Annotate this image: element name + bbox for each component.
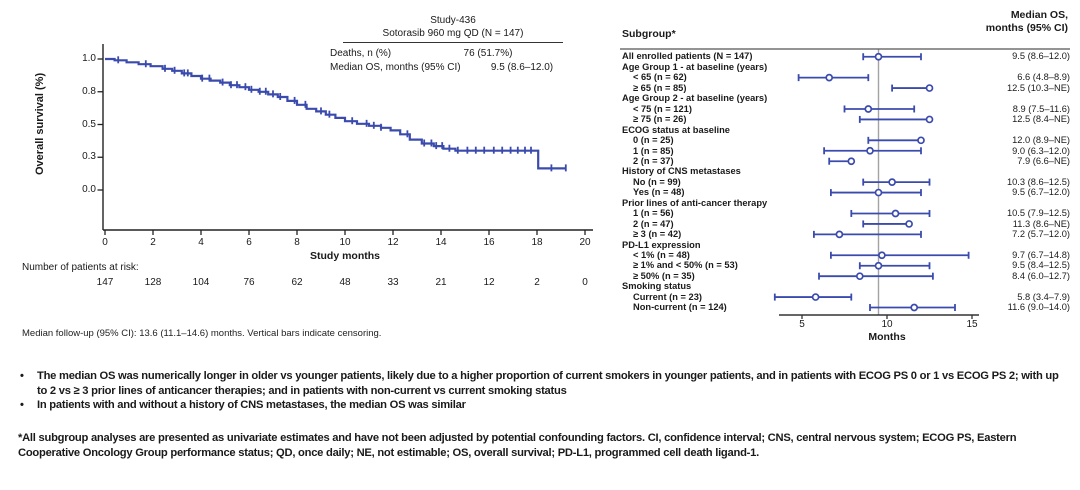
forest-median-marker	[910, 303, 919, 312]
forest-median-marker	[835, 230, 844, 239]
forest-median-marker	[925, 115, 934, 124]
forest-median-marker	[888, 178, 896, 186]
forest-median-marker	[878, 251, 886, 260]
forest-median-marker	[905, 220, 913, 228]
km-survival-curve	[105, 57, 566, 170]
forest-median-marker	[811, 293, 820, 301]
forest-median-marker	[925, 84, 934, 92]
forest-median-marker	[891, 209, 900, 218]
forest-median-marker	[855, 272, 864, 281]
forest-median-marker	[866, 146, 874, 155]
forest-median-marker	[874, 261, 883, 270]
forest-median-marker	[917, 136, 925, 145]
forest-median-marker	[825, 73, 834, 82]
forest-median-marker	[874, 188, 883, 197]
forest-median-marker	[864, 105, 873, 113]
forest-median-marker	[874, 52, 883, 61]
forest-median-marker	[847, 157, 856, 166]
